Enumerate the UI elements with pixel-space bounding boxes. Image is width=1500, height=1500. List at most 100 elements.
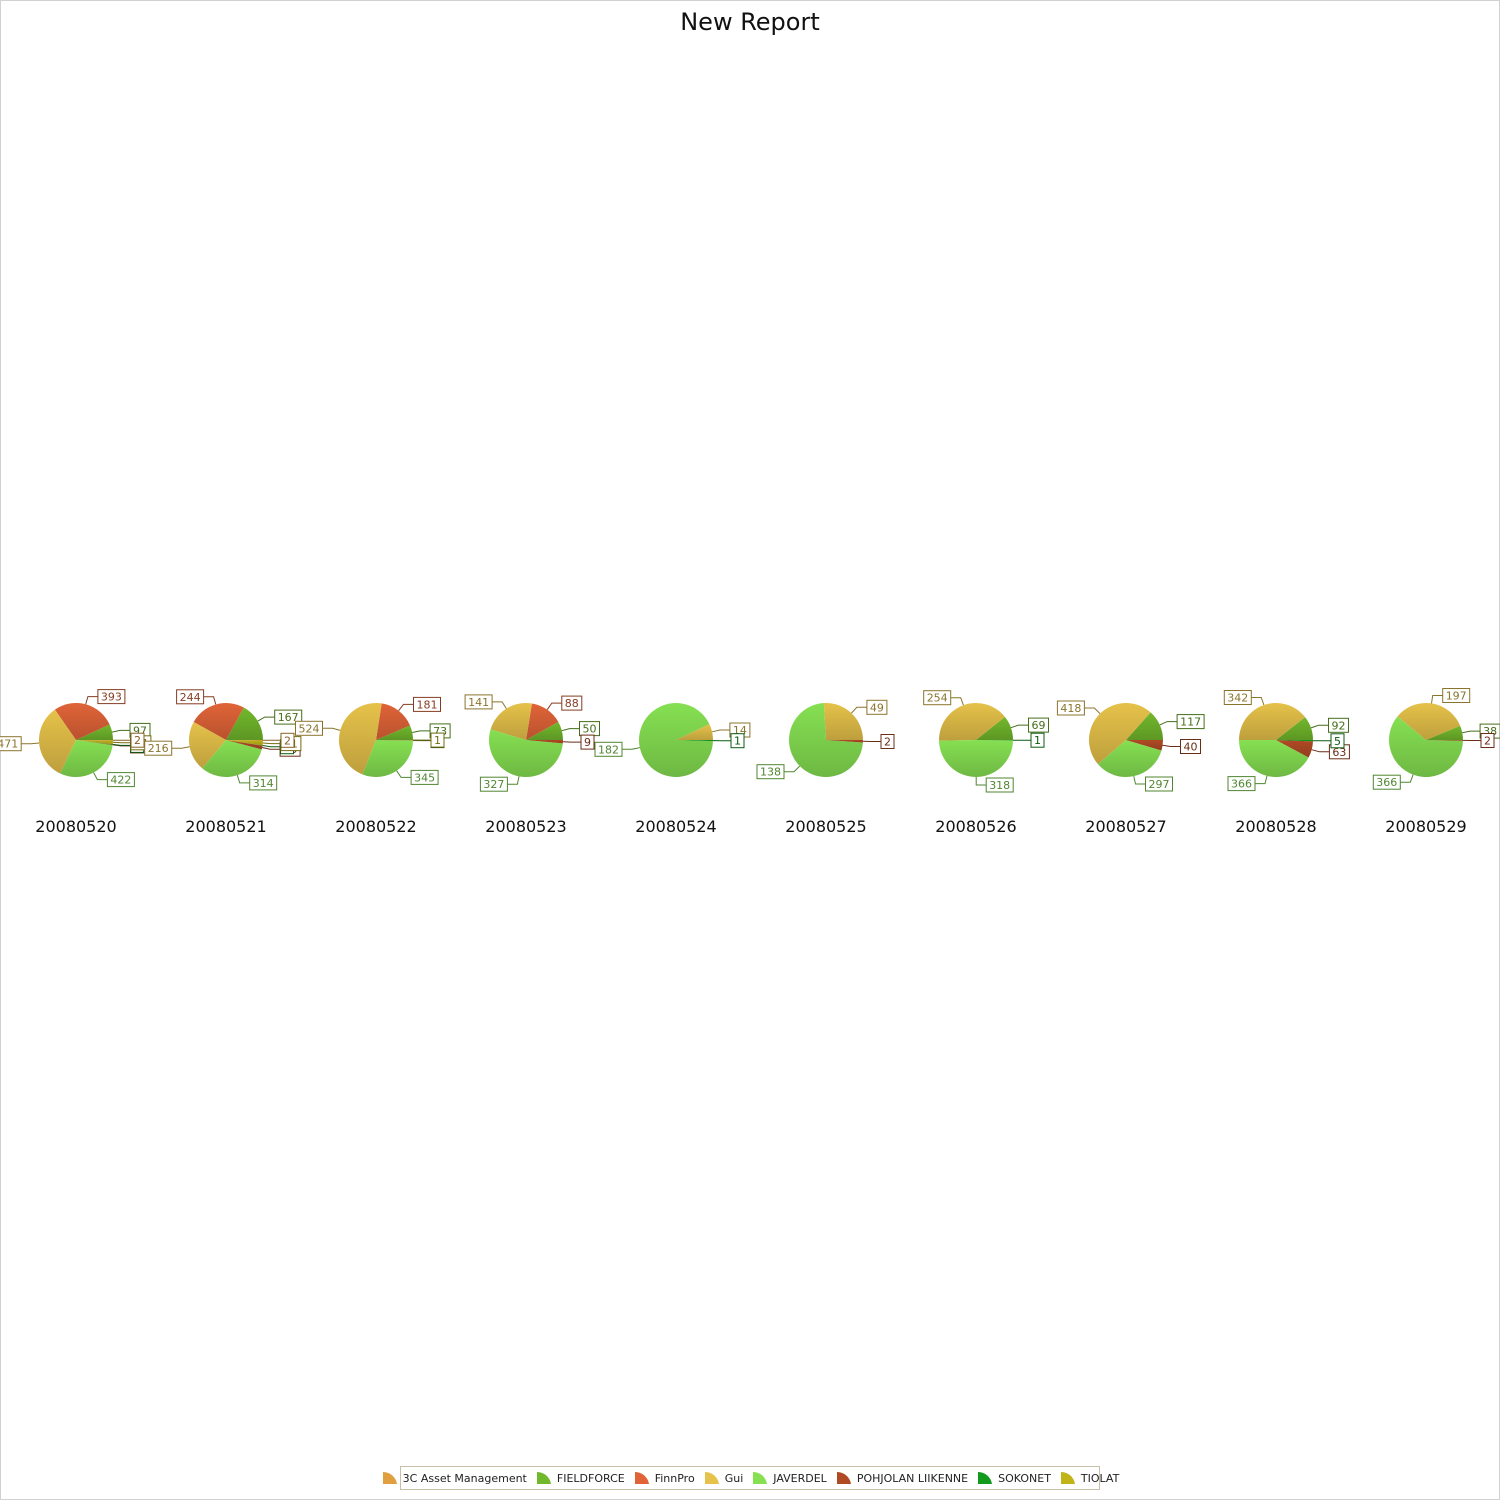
- value-box-fieldforce-20080528: [1328, 717, 1349, 733]
- value-box-sokonet-20080528: [1330, 733, 1345, 749]
- value-box-tiolat-20080522: [430, 732, 445, 748]
- value-box-gui-20080525: [866, 699, 888, 715]
- value-box-gui-20080521: [144, 740, 173, 756]
- slice-pohjolan-liikenne-20080522: [376, 740, 413, 741]
- slice-fieldforce-20080520: [76, 724, 113, 740]
- pie-label-20080525: 20080525: [785, 817, 866, 836]
- slice-pohjolan-liikenne-20080520: [76, 740, 113, 746]
- pie-20080526: 69 254 318 1 20080526: [923, 690, 1049, 836]
- value-box-gui-20080526: [923, 690, 952, 706]
- value-box-javerdel-20080522: [410, 769, 439, 785]
- leader-javerdel-20080520: [93, 772, 108, 781]
- chart-title: New Report: [680, 8, 820, 36]
- value-label-finnpro-20080521: 244: [180, 691, 201, 704]
- value-label-gui-20080526: 254: [927, 692, 948, 705]
- pie-label-20080522: 20080522: [335, 817, 416, 836]
- value-box-3c-asset-management-20080521: [280, 732, 295, 748]
- value-box-javerdel-20080520: [106, 772, 135, 788]
- slice-javerdel-20080522: [362, 740, 413, 777]
- pie-label-20080521: 20080521: [185, 817, 266, 836]
- leader-gui-20080528: [1251, 697, 1265, 706]
- leader-pohjolan-liikenne-20080528: [1311, 749, 1330, 753]
- slice-fieldforce-20080527: [1126, 712, 1163, 740]
- legend-item-pohjolan-liikenne: POHJOLAN LIIKENNE: [835, 1471, 968, 1485]
- legend-item-gui: Gui: [703, 1471, 744, 1485]
- value-box-fieldforce-20080526: [1028, 717, 1049, 733]
- leader-gui-20080526: [950, 697, 964, 706]
- slice-javerdel-20080526: [939, 740, 1013, 777]
- value-box-javerdel-20080527: [1145, 776, 1173, 792]
- slice-javerdel-20080523: [488, 729, 563, 778]
- slice-tiolat-20080520: [76, 740, 113, 745]
- value-box-fieldforce-20080527: [1176, 714, 1205, 730]
- value-box-gui-20080527: [1056, 700, 1085, 716]
- value-label-pohjolan-liikenne-20080528: 63: [1332, 746, 1346, 759]
- leader-gui-20080521: [171, 746, 190, 749]
- legend-item-sokonet: SOKONET: [976, 1471, 1051, 1485]
- pie-label-20080520: 20080520: [35, 817, 116, 836]
- value-label-pohjolan-liikenne-20080529: 2: [1484, 735, 1491, 748]
- value-box-finnpro-20080523: [561, 695, 583, 711]
- value-box-pohjolan-liikenne-20080525: [880, 734, 895, 749]
- leader-finnpro-20080521: [203, 696, 217, 705]
- legend-label-gui: Gui: [724, 1471, 744, 1485]
- leader-tiolat-20080520: [112, 741, 131, 744]
- slice-finnpro-20080520: [54, 702, 110, 740]
- value-label-javerdel-20080526: 318: [989, 779, 1010, 792]
- value-label-gui-20080525: 49: [870, 701, 884, 714]
- leader-gui-20080522: [322, 727, 341, 731]
- legend-item-fieldforce: FIELDFORCE: [535, 1471, 625, 1485]
- leader-javerdel-20080522: [396, 770, 412, 778]
- legend-item-tiolat: TIOLAT: [1059, 1471, 1119, 1485]
- legend-swatch-tiolat: [1060, 1471, 1075, 1484]
- slice-javerdel-20080529: [1388, 716, 1463, 777]
- value-box-gui-20080529: [1442, 688, 1471, 703]
- slice-fieldforce-20080521: [226, 707, 263, 740]
- value-label-gui-20080523: 141: [468, 696, 489, 709]
- leader-fieldforce-20080528: [1310, 724, 1329, 729]
- pie-20080522: 7318152434511120080522: [295, 696, 451, 836]
- value-label-pohjolan-liikenne-20080527: 40: [1184, 741, 1198, 754]
- slice-gui-20080528: [1239, 703, 1306, 740]
- leader-javerdel-20080527: [1133, 776, 1146, 785]
- value-label-gui-20080520: 471: [0, 738, 18, 751]
- pie-label-20080523: 20080523: [485, 817, 566, 836]
- value-box-finnpro-20080520: [97, 689, 126, 705]
- leader-finnpro-20080522: [398, 703, 414, 712]
- value-label-javerdel-20080524: 182: [598, 743, 619, 756]
- pie-20080523: 50 88 141 327 9 20080523: [464, 694, 600, 836]
- value-box-javerdel-20080529: [1372, 774, 1401, 790]
- legend-item-finnpro: FinnPro: [633, 1471, 695, 1485]
- slice-sokonet-20080524: [676, 740, 713, 742]
- value-label-fieldforce-20080527: 117: [1180, 716, 1201, 729]
- slice-sokonet-20080520: [76, 740, 113, 745]
- slice-pohjolan-liikenne-20080521: [226, 740, 263, 750]
- slice-javerdel-20080528: [1239, 740, 1309, 778]
- value-label-fieldforce-20080523: 50: [583, 723, 597, 736]
- pie-20080528: 92 342 366 635 20080528: [1223, 690, 1350, 836]
- value-box-gui-20080522: [295, 720, 323, 736]
- pie-label-20080524: 20080524: [635, 817, 716, 836]
- value-label-gui-20080529: 197: [1446, 690, 1467, 703]
- value-label-javerdel-20080525: 138: [760, 766, 781, 779]
- value-box-gui-20080523: [464, 694, 493, 710]
- slice-fieldforce-20080526: [976, 716, 1013, 740]
- value-box-gui-20080528: [1223, 690, 1252, 705]
- slice-fieldforce-20080522: [376, 725, 413, 740]
- value-box-gui-20080520: [0, 736, 22, 752]
- value-label-3c-asset-management-20080520: 2: [134, 734, 141, 747]
- slice-javerdel-20080520: [60, 740, 113, 777]
- value-label-fieldforce-20080521: 167: [278, 711, 299, 724]
- legend-swatch-fieldforce: [536, 1471, 551, 1484]
- legend: 3C Asset Management FIELDFORCE FinnPro Gui J…: [382, 1466, 1119, 1490]
- value-box-pohjolan-liikenne-20080527: [1180, 739, 1201, 754]
- value-label-javerdel-20080520: 422: [110, 774, 131, 787]
- value-label-gui-20080527: 418: [1060, 702, 1081, 715]
- value-label-finnpro-20080520: 393: [101, 691, 122, 704]
- slice-javerdel-20080527: [1098, 740, 1162, 777]
- leader-finnpro-20080520: [85, 696, 98, 705]
- leader-pohjolan-liikenne-20080527: [1162, 744, 1181, 747]
- value-label-pohjolan-liikenne-20080523: 9: [584, 736, 591, 749]
